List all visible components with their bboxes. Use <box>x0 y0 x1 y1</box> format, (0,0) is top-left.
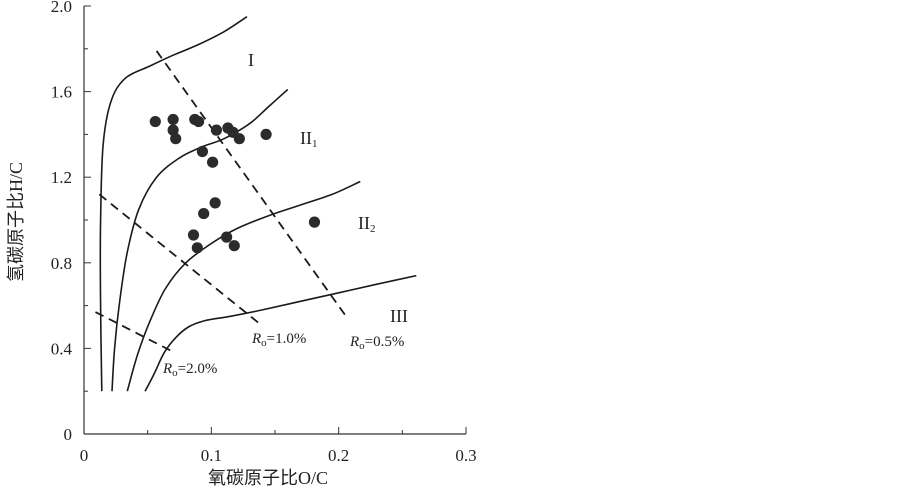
zone-label-iii: III <box>390 306 408 326</box>
data-point <box>209 197 221 209</box>
zone-label-i: I <box>248 50 254 70</box>
x-tick-label: 0.1 <box>201 446 222 465</box>
data-point <box>221 231 233 243</box>
data-points <box>149 113 321 254</box>
data-point <box>170 133 182 145</box>
ro-label-2-0: Ro=2.0% <box>162 361 217 379</box>
data-point <box>167 124 179 136</box>
data-point <box>167 113 179 126</box>
data-point <box>308 216 321 228</box>
boundary-curve-1 <box>99 16 248 392</box>
data-point <box>193 115 205 128</box>
ro-isoline-3 <box>95 311 171 352</box>
data-point <box>233 133 245 145</box>
ticks: 0 0.1 0.2 0.3 0 0.4 0.8 1.2 1.6 2.0 <box>51 0 477 465</box>
zone-label-ii1: II1 <box>300 128 318 150</box>
x-tick-label: 0.2 <box>328 446 349 465</box>
y-tick-label: 1.6 <box>51 83 72 102</box>
ro-label-0-5: Ro=0.5% <box>349 334 404 352</box>
x-axis-label: 氧碳原子比O/C <box>208 468 328 488</box>
x-tick-label: 0.3 <box>455 446 476 465</box>
boundary-curve-3 <box>126 180 361 392</box>
ro-label-1-0: Ro=1.0% <box>251 331 306 349</box>
y-tick-label: 0 <box>64 425 73 444</box>
data-point <box>210 124 223 136</box>
data-point <box>198 207 210 220</box>
data-point <box>228 240 240 252</box>
boundary-curve-4 <box>144 274 417 392</box>
x-tick-label: 0 <box>80 446 89 465</box>
data-point <box>260 128 272 140</box>
ro-isoline-1 <box>155 50 349 319</box>
y-axis-label: 氢碳原子比H/C <box>6 162 26 282</box>
ro-isoline-2 <box>98 193 260 324</box>
boundary-curves <box>99 16 417 392</box>
ro-lines <box>95 50 349 352</box>
y-tick-label: 1.2 <box>51 168 72 187</box>
data-point <box>149 115 161 128</box>
boundary-curve-2 <box>111 88 289 392</box>
y-tick-label: 0.4 <box>51 339 73 358</box>
y-tick-label: 0.8 <box>51 254 72 273</box>
data-point <box>191 242 203 254</box>
data-point <box>196 145 209 158</box>
zone-label-ii2: II2 <box>358 213 376 235</box>
data-point <box>187 229 200 241</box>
data-point <box>207 156 219 168</box>
y-tick-label: 2.0 <box>51 0 72 16</box>
